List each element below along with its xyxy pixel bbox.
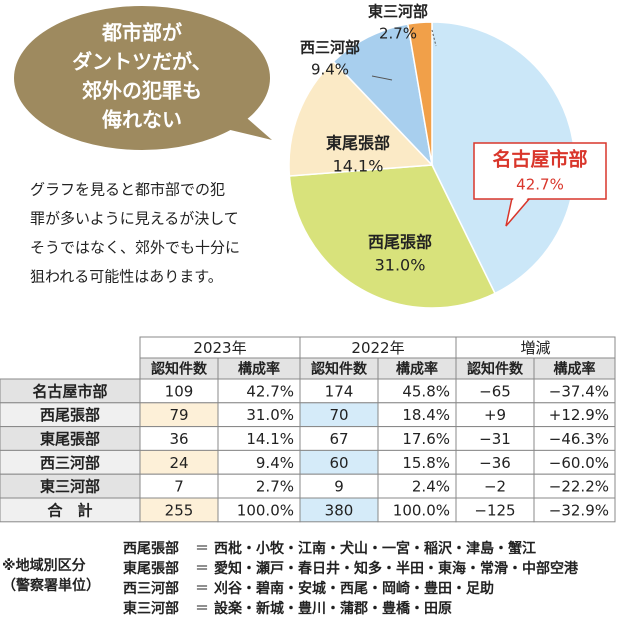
callout-pointer-cover bbox=[508, 198, 528, 222]
bubble-text: 郊外の犯罪も bbox=[82, 79, 202, 103]
pie-slice bbox=[406, 21, 433, 166]
description-line: グラフを見ると都市部での犯 bbox=[30, 181, 225, 199]
note-region: 西尾張部 bbox=[123, 540, 179, 557]
bubble-text: 都市部が bbox=[101, 21, 182, 45]
table-value: −36 bbox=[479, 454, 511, 472]
table-value: −65 bbox=[479, 382, 511, 400]
table-value: 380 bbox=[325, 501, 354, 519]
subheader: 構成率 bbox=[238, 361, 280, 378]
slice-label: 東三河部 bbox=[368, 3, 428, 21]
slice-value: 9.4% bbox=[311, 61, 349, 79]
row-label: 名古屋市部 bbox=[32, 382, 107, 400]
row-label: 東尾張部 bbox=[40, 430, 100, 448]
table-value: 14.1% bbox=[246, 430, 294, 448]
table-value: 15.8% bbox=[402, 454, 450, 472]
subheader: 認知件数 bbox=[467, 361, 524, 378]
note-region: 東三河部 bbox=[123, 600, 179, 617]
pie-slice bbox=[288, 60, 434, 177]
table-value: 109 bbox=[165, 382, 194, 400]
note-stations: 愛知・瀬戸・春日井・知多・半田・東海・常滑・中部空港 bbox=[214, 560, 579, 577]
slice-label: 西三河部 bbox=[300, 39, 360, 57]
table-value: 18.4% bbox=[402, 406, 450, 424]
note-stations: 西枇・小牧・江南・犬山・一宮・稲沢・津島・蟹江 bbox=[214, 540, 536, 557]
note-region: 東尾張部 bbox=[123, 560, 179, 577]
leader-line bbox=[431, 29, 437, 47]
table-value: −125 bbox=[474, 501, 515, 519]
note-equals: ＝ bbox=[195, 541, 209, 557]
header-group: 増減 bbox=[520, 339, 550, 357]
slice-label: 名古屋市部 bbox=[492, 148, 587, 171]
slice-label: 西尾張部 bbox=[368, 233, 432, 252]
table-value: −37.4% bbox=[549, 382, 609, 400]
pie-slice bbox=[332, 23, 434, 168]
table-value: 79 bbox=[169, 406, 188, 424]
subheader: 構成率 bbox=[396, 361, 438, 378]
subheader: 構成率 bbox=[554, 361, 596, 378]
table-value: −32.9% bbox=[549, 501, 609, 519]
table-cell bbox=[533, 497, 616, 523]
table-value: +9 bbox=[484, 406, 506, 424]
slice-value: 31.0% bbox=[375, 256, 426, 275]
table-value: −31 bbox=[479, 430, 511, 448]
speech-bubble bbox=[14, 6, 272, 150]
table-value: 17.6% bbox=[402, 430, 450, 448]
header-group: 2022年 bbox=[351, 339, 404, 357]
table-value: 100.0% bbox=[393, 501, 450, 519]
table-value: 42.7% bbox=[246, 382, 294, 400]
table-value: 70 bbox=[329, 406, 348, 424]
note-stations: 刈谷・碧南・安城・西尾・岡崎・豊田・足助 bbox=[214, 580, 494, 597]
header-group: 2023年 bbox=[193, 339, 246, 357]
notes-label: ※地域別区分 bbox=[2, 557, 86, 574]
table-value: 174 bbox=[325, 382, 354, 400]
note-region: 西三河部 bbox=[123, 580, 179, 597]
description-line: そうではなく、郊外でも十分に bbox=[30, 239, 240, 257]
note-stations: 設楽・新城・豊川・蒲郡・豊橋・田原 bbox=[214, 600, 452, 617]
leader-line bbox=[371, 75, 393, 81]
table-value: −60.0% bbox=[549, 454, 609, 472]
description-line: 狙われる可能性はあります。 bbox=[30, 268, 223, 286]
table-value: 7 bbox=[174, 478, 184, 496]
table-value: 9.4% bbox=[256, 454, 294, 472]
description-line: 罪が多いように見えるが決して bbox=[30, 210, 239, 228]
slice-value: 2.7% bbox=[379, 25, 417, 43]
subheader: 認知件数 bbox=[311, 361, 368, 378]
note-equals: ＝ bbox=[195, 561, 209, 577]
slice-label: 東尾張部 bbox=[326, 134, 390, 153]
callout-box bbox=[473, 142, 607, 200]
table-value: 36 bbox=[169, 430, 188, 448]
row-label: 東三河部 bbox=[40, 478, 100, 496]
table-value: −46.3% bbox=[549, 430, 609, 448]
table-value: 60 bbox=[329, 454, 348, 472]
table-value: +12.9% bbox=[549, 406, 609, 424]
table-value: 67 bbox=[329, 430, 348, 448]
table-value: 100.0% bbox=[237, 501, 294, 519]
bubble-text: ダントツだが、 bbox=[72, 50, 212, 74]
table-value: 45.8% bbox=[402, 382, 450, 400]
table-value: 31.0% bbox=[246, 406, 294, 424]
bubble-text: 侮れない bbox=[102, 108, 182, 132]
table-value: 2.7% bbox=[256, 478, 294, 496]
table-value: 255 bbox=[165, 501, 194, 519]
row-label: 西三河部 bbox=[40, 454, 100, 472]
table-value: 9 bbox=[334, 478, 344, 496]
table-value: 2.4% bbox=[412, 478, 450, 496]
table-value: −22.2% bbox=[549, 478, 609, 496]
table-value: 24 bbox=[169, 454, 188, 472]
pie-slice bbox=[288, 164, 496, 309]
note-equals: ＝ bbox=[195, 601, 209, 617]
slice-value: 14.1% bbox=[333, 157, 384, 176]
row-label: 西尾張部 bbox=[40, 406, 100, 424]
subheader: 認知件数 bbox=[151, 361, 208, 378]
row-label: 合 計 bbox=[46, 501, 92, 519]
slice-value: 42.7% bbox=[516, 176, 564, 194]
note-equals: ＝ bbox=[195, 581, 209, 597]
table-value: −2 bbox=[484, 478, 506, 496]
notes-label: （警察署単位） bbox=[2, 577, 100, 594]
bubble-body bbox=[14, 6, 270, 150]
